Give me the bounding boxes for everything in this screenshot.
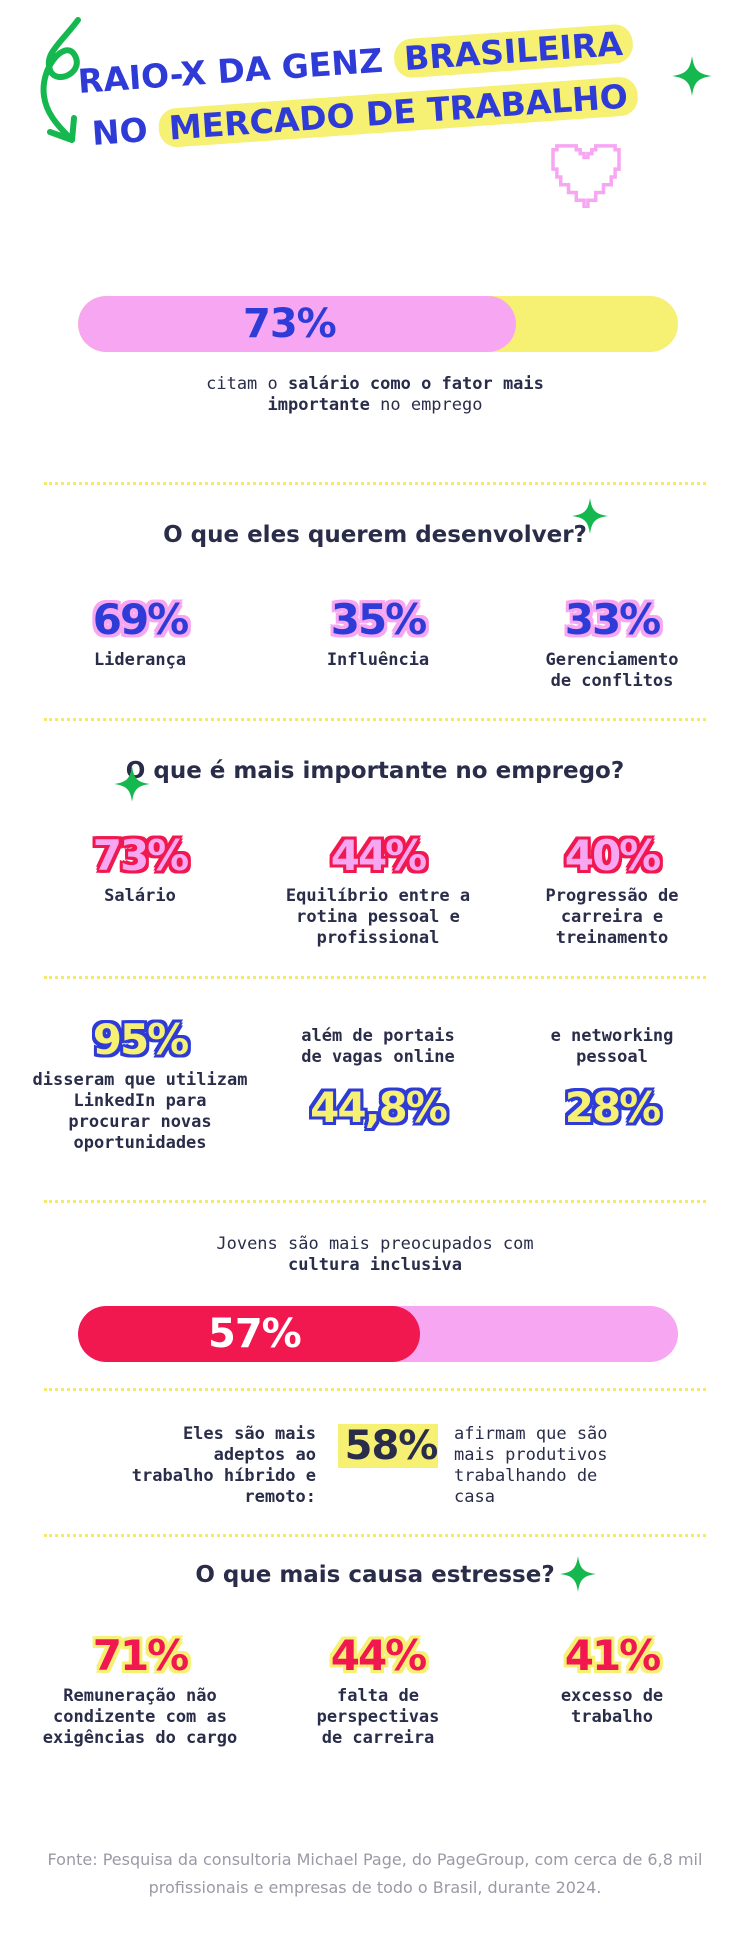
important-item: 40% Progressão de carreira e treinamento	[502, 832, 722, 949]
develop-value: 69%	[92, 595, 190, 644]
important-value: 40%	[564, 831, 662, 880]
divider	[44, 976, 706, 979]
important-label: Equilíbrio entre a rotina pessoal e prof…	[285, 886, 471, 948]
divider	[44, 1388, 706, 1391]
stress-item: 41% excesso de trabalho	[502, 1632, 722, 1728]
develop-label: Liderança	[93, 650, 187, 670]
linkedin-description: disseram que utilizam LinkedIn para proc…	[28, 1070, 252, 1154]
hybrid-value: 58%	[344, 1423, 439, 1469]
inclusive-progress-bar: 57%	[78, 1306, 678, 1362]
linkedin-desc-a: disseram que utilizam	[32, 1070, 248, 1090]
inclusive-bar-value: 57%	[208, 1311, 302, 1357]
divider	[44, 1534, 706, 1537]
title-line-2a: NO	[90, 110, 149, 153]
portals-item: além de portais de vagas online 44,8%	[268, 1026, 488, 1132]
linkedin-value: 95%	[92, 1015, 190, 1064]
develop-item: 35% Influência	[268, 596, 488, 671]
salary-progress-bar: 73%	[78, 296, 678, 352]
inclusive-text-b: cultura inclusiva	[288, 1255, 462, 1275]
sparkle-icon	[114, 766, 150, 802]
sparkle-icon	[560, 1556, 596, 1592]
sparkle-icon	[572, 498, 608, 534]
divider	[44, 482, 706, 485]
divider	[44, 718, 706, 721]
sparkle-icon	[672, 56, 712, 96]
important-label: Progressão de carreira e treinamento	[545, 886, 679, 948]
important-item: 73% Salário	[30, 832, 250, 907]
stress-value: 41%	[564, 1631, 662, 1680]
pixel-heart-icon	[551, 144, 621, 208]
stress-label: excesso de trabalho	[560, 1686, 664, 1727]
develop-value: 33%	[564, 595, 662, 644]
hybrid-value-box: 58%	[338, 1423, 438, 1469]
stress-value: 71%	[92, 1631, 190, 1680]
stress-label: falta de perspectivas de carreira	[316, 1686, 440, 1748]
inclusive-description: Jovens são mais preocupados com cultura …	[190, 1234, 560, 1276]
stress-value: 44%	[330, 1631, 428, 1680]
develop-heading: O que eles querem desenvolver?	[163, 522, 587, 548]
important-value: 44%	[330, 831, 428, 880]
develop-label: Influência	[326, 650, 430, 670]
develop-label: Gerenciamento de conflitos	[545, 650, 679, 691]
important-value: 73%	[92, 831, 190, 880]
important-item: 44% Equilíbrio entre a rotina pessoal e …	[268, 832, 488, 949]
linkedin-desc-c: para procurar novas oportunidades	[68, 1091, 212, 1153]
stress-item: 44% falta de perspectivas de carreira	[268, 1632, 488, 1749]
hybrid-left-text: Eles são mais adeptos ao trabalho híbrid…	[131, 1424, 316, 1507]
networking-item: e networking pessoal 28%	[502, 1026, 722, 1132]
stress-heading: O que mais causa estresse?	[195, 1562, 555, 1588]
hybrid-right-text: afirmam que são mais produtivos trabalha…	[454, 1424, 608, 1507]
source-note: Fonte: Pesquisa da consultoria Michael P…	[47, 1850, 703, 1897]
important-heading: O que é mais importante no emprego?	[125, 758, 625, 784]
salary-desc-c: no emprego	[380, 395, 483, 415]
divider	[44, 1200, 706, 1203]
develop-item: 33% Gerenciamento de conflitos	[502, 596, 722, 692]
linkedin-item: 95% disseram que utilizam LinkedIn para …	[28, 1016, 252, 1154]
networking-description: e networking pessoal	[550, 1026, 674, 1067]
green-arrow-icon	[40, 17, 81, 143]
portals-description: além de portais de vagas online	[301, 1026, 455, 1067]
title-line-1b: BRASILEIRA	[392, 23, 634, 79]
salary-bar-fill	[78, 296, 516, 352]
title-block: RAIO-X DA GENZ BRASILEIRA NO MERCADO DE …	[0, 0, 750, 208]
salary-desc-b: salário como o fator mais importante	[267, 374, 544, 415]
title-line-1a: RAIO-X DA GENZ	[76, 40, 385, 101]
important-label: Salário	[104, 886, 176, 906]
linkedin-desc-b: LinkedIn	[73, 1091, 156, 1111]
inclusive-bar-fill	[78, 1306, 420, 1362]
develop-item: 69% Liderança	[30, 596, 250, 671]
stress-label: Remuneração não condizente com as exigên…	[42, 1686, 238, 1748]
portals-value: 44,8%	[310, 1083, 448, 1132]
salary-desc-a: citam o	[206, 374, 278, 394]
inclusive-text-a: Jovens são mais preocupados com	[216, 1234, 534, 1254]
develop-value: 35%	[330, 595, 428, 644]
networking-value: 28%	[564, 1083, 662, 1132]
salary-bar-value: 73%	[243, 301, 337, 347]
salary-description: citam o salário como o fator mais import…	[200, 374, 550, 416]
stress-item: 71% Remuneração não condizente com as ex…	[30, 1632, 250, 1749]
